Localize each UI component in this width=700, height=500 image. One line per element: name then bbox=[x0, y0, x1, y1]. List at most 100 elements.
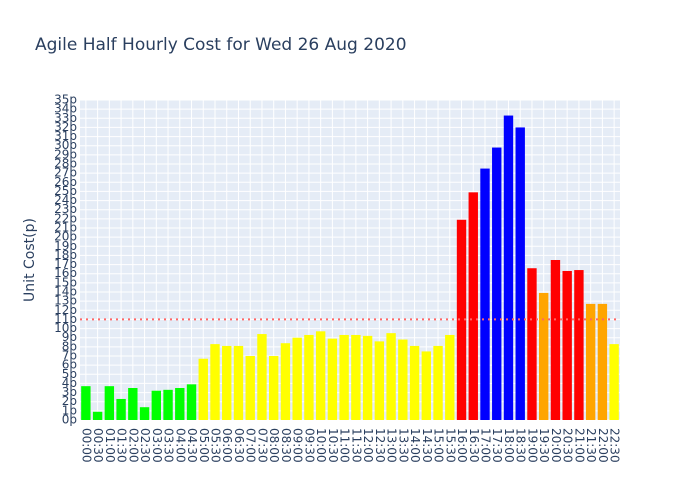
bar bbox=[433, 345, 443, 420]
y-tick-label: 32p bbox=[54, 120, 77, 134]
x-tick-label: 06:30 bbox=[232, 428, 246, 463]
x-tick-label: 21:30 bbox=[584, 428, 598, 463]
bar bbox=[245, 356, 255, 420]
bar bbox=[163, 389, 173, 420]
y-tick-label: 3p bbox=[62, 385, 77, 399]
bar bbox=[421, 351, 431, 420]
y-tick-label: 6p bbox=[62, 358, 77, 372]
y-tick-label: 12p bbox=[54, 303, 77, 317]
bar bbox=[92, 411, 103, 420]
bar bbox=[327, 338, 338, 420]
bar bbox=[139, 407, 150, 420]
x-tick-label: 13:30 bbox=[396, 428, 410, 463]
y-tick-label: 21p bbox=[54, 221, 77, 235]
x-tick-label: 18:00 bbox=[502, 428, 516, 463]
x-tick-label: 04:00 bbox=[173, 428, 187, 463]
x-tick-label: 07:30 bbox=[255, 428, 269, 463]
bar bbox=[445, 334, 455, 420]
x-tick-label: 14:30 bbox=[420, 428, 434, 463]
y-tick-label: 30p bbox=[54, 138, 77, 152]
x-tick-label: 12:00 bbox=[361, 428, 375, 463]
bar bbox=[151, 390, 161, 420]
x-tick-label: 16:30 bbox=[467, 428, 481, 463]
bar bbox=[128, 388, 138, 420]
x-tick-label: 10:00 bbox=[314, 428, 328, 463]
x-tick-label: 09:30 bbox=[302, 428, 316, 463]
bar bbox=[280, 343, 291, 420]
y-tick-label: 2p bbox=[62, 394, 77, 408]
bar bbox=[116, 398, 126, 420]
y-tick-label: 1p bbox=[62, 403, 77, 417]
y-tick-label: 7p bbox=[62, 349, 77, 363]
bar bbox=[269, 356, 279, 420]
bar bbox=[198, 358, 208, 420]
y-tick-label: 9p bbox=[62, 330, 77, 344]
x-tick-label: 11:30 bbox=[349, 428, 363, 463]
bar bbox=[175, 388, 185, 420]
y-tick-label: 0p bbox=[62, 413, 77, 427]
bar bbox=[492, 147, 502, 421]
y-tick-label: 14p bbox=[54, 285, 77, 299]
bar bbox=[222, 345, 232, 420]
x-tick-label: 02:30 bbox=[138, 428, 152, 463]
bar bbox=[597, 303, 608, 420]
bar bbox=[210, 344, 220, 420]
bar bbox=[503, 115, 514, 421]
y-tick-label: 10p bbox=[54, 321, 77, 335]
bar bbox=[468, 192, 478, 420]
x-tick-label: 19:00 bbox=[525, 428, 539, 463]
bar bbox=[186, 384, 197, 420]
y-tick-label: 15p bbox=[54, 275, 77, 289]
x-tick-label: 10:30 bbox=[326, 428, 340, 463]
y-tick-label: 31p bbox=[54, 129, 77, 143]
bar bbox=[409, 345, 420, 420]
y-tick-label: 8p bbox=[62, 339, 77, 353]
y-tick-label: 16p bbox=[54, 266, 77, 280]
bar bbox=[233, 345, 244, 420]
bar bbox=[257, 334, 267, 420]
bar bbox=[539, 292, 549, 420]
y-tick-label: 19p bbox=[54, 239, 77, 253]
y-tick-label: 22p bbox=[54, 211, 77, 225]
y-tick-label: 11p bbox=[54, 312, 77, 326]
y-tick-label: 26p bbox=[54, 175, 77, 189]
bar bbox=[515, 127, 525, 420]
y-axis-label: Unit Cost(p) bbox=[22, 218, 38, 302]
y-tick-label: 34p bbox=[54, 102, 77, 116]
y-tick-label: 5p bbox=[62, 367, 77, 381]
x-tick-label: 02:00 bbox=[126, 428, 140, 463]
bar bbox=[550, 260, 561, 420]
x-tick-label: 14:00 bbox=[408, 428, 422, 463]
x-tick-label: 17:30 bbox=[490, 428, 504, 463]
x-tick-label: 22:30 bbox=[608, 428, 622, 463]
x-tick-label: 03:30 bbox=[162, 428, 176, 463]
x-tick-label: 08:30 bbox=[279, 428, 293, 463]
x-tick-label: 01:30 bbox=[115, 428, 129, 463]
x-tick-label: 18:30 bbox=[514, 428, 528, 463]
x-tick-label: 00:00 bbox=[79, 428, 93, 463]
bar bbox=[585, 303, 596, 420]
x-tick-label: 19:30 bbox=[537, 428, 551, 463]
bar bbox=[351, 334, 361, 420]
x-tick-label: 17:00 bbox=[479, 428, 493, 463]
x-tick-label: 05:30 bbox=[209, 428, 223, 463]
x-tick-label: 16:00 bbox=[455, 428, 469, 463]
bar bbox=[315, 331, 326, 420]
bar bbox=[292, 337, 302, 420]
x-tick-label: 11:00 bbox=[338, 428, 352, 463]
x-tick-label: 21:00 bbox=[572, 428, 586, 463]
y-tick-label: 24p bbox=[54, 193, 77, 207]
y-tick-label: 17p bbox=[54, 257, 77, 271]
y-tick-label: 25p bbox=[54, 184, 77, 198]
bar bbox=[574, 270, 584, 420]
x-tick-label: 20:30 bbox=[561, 428, 575, 463]
x-tick-label: 00:30 bbox=[91, 428, 105, 463]
x-tick-label: 06:00 bbox=[220, 428, 234, 463]
x-tick-label: 08:00 bbox=[267, 428, 281, 463]
x-tick-label: 07:00 bbox=[244, 428, 258, 463]
y-tick-label: 20p bbox=[54, 230, 77, 244]
y-tick-label: 29p bbox=[54, 147, 77, 161]
chart-title: Agile Half Hourly Cost for Wed 26 Aug 20… bbox=[35, 35, 407, 55]
x-tick-label: 22:00 bbox=[596, 428, 610, 463]
